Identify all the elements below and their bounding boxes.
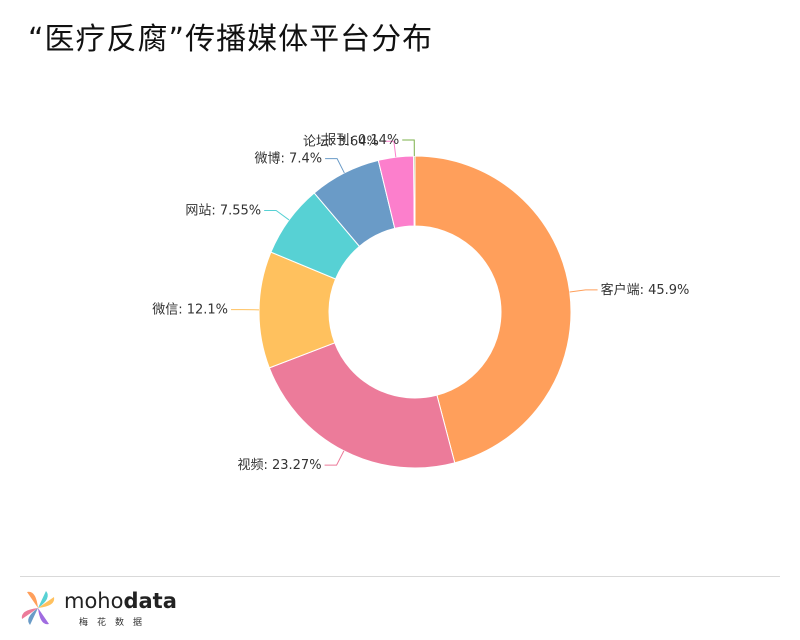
footer-divider bbox=[20, 576, 780, 577]
data-label-客户端: 客户端: 45.9% bbox=[601, 282, 690, 298]
leader-line-客户端 bbox=[569, 289, 598, 293]
data-label-网站: 网站: 7.55% bbox=[185, 204, 261, 219]
donut-chart: 客户端: 45.9% 视频: 23.27% 微信: 12.1% 网站: 7.55% 微博… bbox=[152, 133, 690, 473]
slice-视频[interactable] bbox=[268, 342, 456, 469]
leader-line-论坛 bbox=[381, 140, 397, 158]
slice-报刊[interactable] bbox=[413, 155, 416, 227]
chart-title: “医疗反腐”传播媒体平台分布 bbox=[28, 22, 434, 57]
data-label-视频: 视频: 23.27% bbox=[237, 458, 321, 473]
brand-subtitle: 梅花数据 bbox=[79, 618, 152, 628]
leader-line-微博 bbox=[325, 158, 345, 174]
data-label-论坛: 论坛: 3.64% bbox=[303, 134, 379, 149]
leader-line-网站 bbox=[264, 210, 290, 221]
data-label-微信: 微信: 12.1% bbox=[152, 303, 228, 318]
data-label-微博: 微博: 7.4% bbox=[255, 152, 323, 167]
leader-line-报刊 bbox=[402, 139, 415, 157]
data-label-报刊: 报刊: 0.14% bbox=[323, 133, 399, 148]
brand-name: mohodata bbox=[64, 589, 177, 613]
pinwheel-logo-icon bbox=[21, 591, 55, 625]
brand-logo: mohodata 梅花数据 bbox=[18, 588, 218, 632]
leader-line-视频 bbox=[324, 450, 345, 466]
slice-客户端[interactable] bbox=[414, 155, 572, 464]
